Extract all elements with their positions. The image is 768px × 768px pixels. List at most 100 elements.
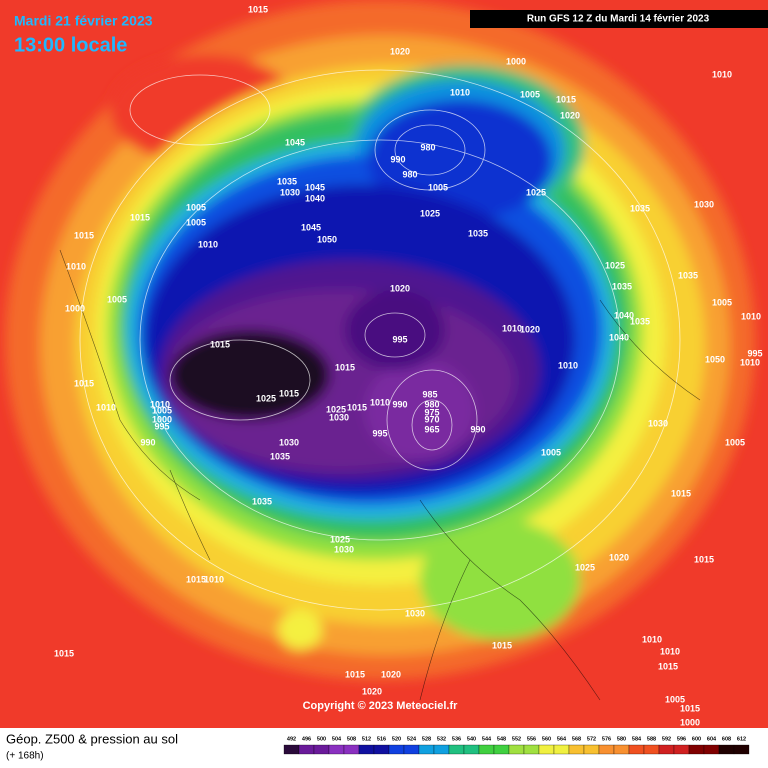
isobar-label: 1030 [405,608,425,618]
colorbar-swatch [688,744,705,755]
colorbar-label: 576 [602,736,611,742]
isobar-label: 1040 [305,193,325,203]
isobar-label: 1050 [705,354,725,364]
isobar-label: 1010 [450,87,470,97]
isobar-label: 1040 [614,310,634,320]
isobar-label: 980 [420,142,435,152]
isobar-label: 1015 [186,574,206,584]
isobar-label: 1040 [609,332,629,342]
isobar-label: 1025 [326,404,346,414]
valid-time: 13:00 locale [14,34,127,56]
isobar-label: 995 [154,421,169,431]
colorbar-label: 544 [482,736,492,742]
isobar-label: 1010 [712,69,732,79]
isobar-label: 990 [392,399,407,409]
isobar-label: 1005 [152,405,172,415]
isobar-label: 1005 [541,447,561,457]
colorbar-swatch [463,744,480,755]
colorbar-swatch [658,744,675,755]
isobar-label: 1010 [96,402,116,412]
colorbar-swatch [523,744,540,755]
isobar-label: 1015 [74,378,94,388]
colorbar-swatch [493,744,510,755]
isobar-label: 1035 [630,316,650,326]
colorbar-swatch [478,744,495,755]
isobar-label: 1020 [381,669,401,679]
colorbar-swatch [358,744,375,755]
isobar-label: 995 [392,334,407,344]
isobar-label: 1015 [130,212,150,222]
isobar-label: 1035 [252,496,272,506]
colorbar-label: 508 [347,736,356,742]
colorbar-label: 520 [392,736,401,742]
isobar-label: 1005 [107,294,127,304]
colorbar-label: 560 [542,736,551,742]
colorbar-swatch [568,744,585,755]
isobar-label: 1015 [345,669,365,679]
colorbar-swatch [313,744,330,755]
isobar-label: 1020 [609,552,629,562]
colorbar-label: 492 [287,736,296,742]
isobar-label: 990 [390,154,405,164]
colorbar-swatch [598,744,615,755]
colorbar-label: 552 [512,736,521,742]
isobar-label: 1035 [468,228,488,238]
colorbar-swatch [673,744,690,755]
height-field [5,0,755,680]
colorbar-swatch [328,744,345,755]
isobar-label: 1005 [665,694,685,704]
isobar-label: 1015 [54,648,74,658]
isobar-label: 1020 [390,46,410,56]
isobar-label: 1005 [186,202,206,212]
colorbar-swatch [583,744,600,755]
isobar-label: 975 [424,407,439,417]
colorbar-swatch [553,744,570,755]
isobar-label: 985 [422,389,437,399]
isobar-label: 1020 [362,686,382,696]
colorbar-swatch [508,744,525,755]
colorbar-swatch [628,744,645,755]
isobar-label: 1030 [280,187,300,197]
colorbar-swatch [298,744,315,755]
isobar-label: 965 [424,424,439,434]
isobar-label: 1015 [210,339,230,349]
isobar-label: 1005 [428,182,448,192]
colorbar-swatch [388,744,405,755]
isobar-label: 1010 [204,574,224,584]
isobar-label: 1050 [317,234,337,244]
colorbar-label: 584 [632,736,642,742]
colorbar-label: 532 [437,736,446,742]
footer-subtitle: (+ 168h) [6,751,44,762]
isobar-label: 1010 [66,261,86,271]
isobar-label: 1005 [520,89,540,99]
isobars [79,69,681,611]
isobar-label: 1015 [658,661,678,671]
colorbar-label: 608 [722,736,731,742]
isobar-label: 1015 [680,703,700,713]
isobar-label: 1015 [671,488,691,498]
run-info: Run GFS 12 Z du Mardi 14 février 2023 [527,14,710,25]
colorbar-swatch [283,744,300,755]
isobar-label: 995 [372,428,387,438]
isobar-label: 1030 [694,199,714,209]
footer-title: Géop. Z500 & pression au sol [6,731,178,746]
colorbar-swatch [343,744,360,755]
colorbar-swatch [703,744,720,755]
colorbar-label: 572 [587,736,596,742]
isobar-label: 1015 [556,94,576,104]
isobar-label: 1010 [642,634,662,644]
isobar-label: 1030 [329,412,349,422]
isobar-label: 990 [470,424,485,434]
colorbar-label: 504 [332,736,342,742]
colorbar-swatch [718,744,735,755]
isobar-label: 1045 [305,182,325,192]
isobar-label: 1045 [301,222,321,232]
colorbar-swatch [373,744,390,755]
isobar-label: 1000 [65,303,85,313]
isobar-label: 1020 [520,324,540,334]
colorbar-swatch [418,744,435,755]
isobar-label: 1000 [152,414,172,424]
colorbar-label: 564 [557,736,567,742]
